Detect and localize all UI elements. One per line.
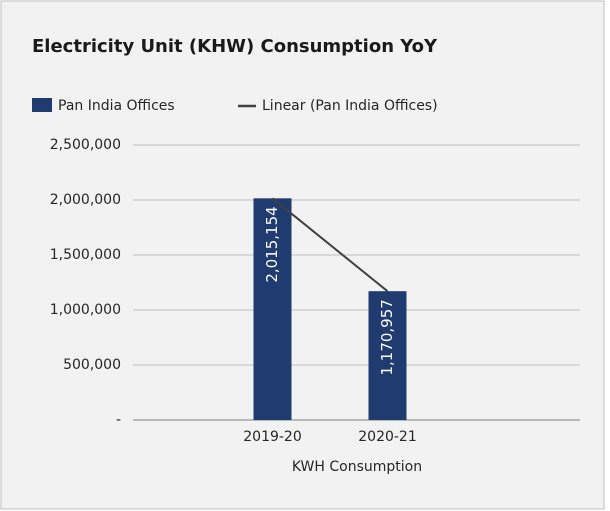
data-label: 2,015,154 <box>263 206 281 282</box>
bar <box>253 198 292 420</box>
bar <box>368 291 407 420</box>
trend-line <box>271 197 389 292</box>
y-tick-label: 2,500,000 <box>50 137 121 153</box>
x-tick-label: 2020-21 <box>358 429 417 445</box>
x-tick-label: 2019-20 <box>243 429 302 445</box>
y-tick-label: - <box>116 412 121 428</box>
y-tick-label: 2,000,000 <box>50 192 121 208</box>
legend-label: Linear (Pan India Offices) <box>262 98 438 114</box>
legend-swatch <box>32 98 52 112</box>
x-axis-title: KWH Consumption <box>292 459 422 475</box>
y-tick-label: 500,000 <box>63 357 121 373</box>
y-tick-label: 1,000,000 <box>50 302 121 318</box>
chart-title: Electricity Unit (KHW) Consumption YoY <box>32 36 438 57</box>
legend-label: Pan India Offices <box>58 98 175 114</box>
y-tick-label: 1,500,000 <box>50 247 121 263</box>
data-label: 1,170,957 <box>378 299 396 375</box>
